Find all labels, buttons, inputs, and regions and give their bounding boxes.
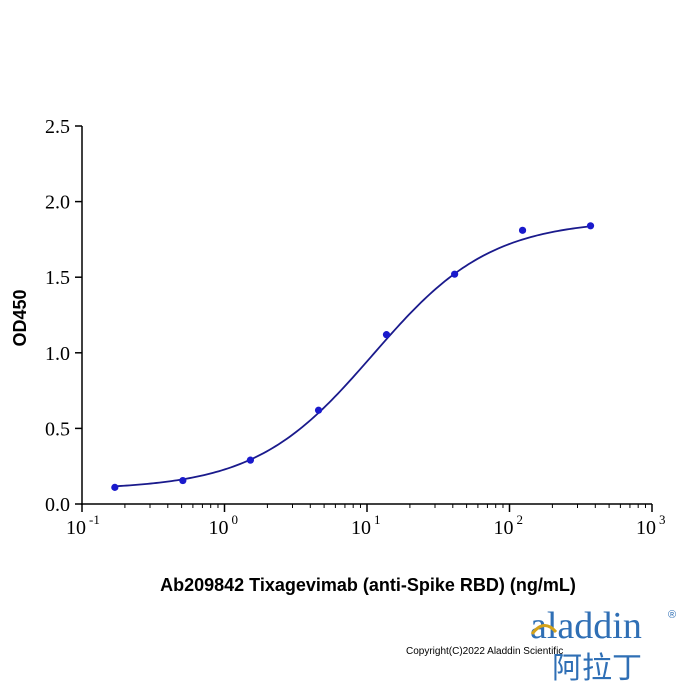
data-point bbox=[451, 270, 459, 278]
x-tick-exponent: 1 bbox=[374, 512, 381, 527]
x-tick-label: 10 bbox=[209, 517, 229, 539]
logo-registered-mark: ® bbox=[668, 609, 676, 621]
data-point bbox=[586, 222, 595, 230]
x-tick-exponent: 0 bbox=[232, 512, 239, 527]
axes: 0.00.51.01.52.02.510 -1 10 0 10 1 10 2 10 3 bbox=[45, 116, 666, 539]
fit-curve bbox=[114, 225, 591, 488]
data-point bbox=[111, 483, 119, 491]
data-point bbox=[179, 476, 187, 485]
data-point bbox=[518, 226, 527, 234]
x-tick-exponent: -1 bbox=[89, 512, 100, 527]
logo-accent-swoosh bbox=[530, 624, 558, 635]
y-tick-label: 2.0 bbox=[45, 192, 70, 214]
logo-chinese-text: 阿拉丁 bbox=[552, 651, 642, 684]
x-tick-label: 10 bbox=[636, 517, 656, 539]
fit-curve-group bbox=[114, 225, 591, 488]
y-axis-title: OD450 bbox=[10, 289, 30, 346]
y-tick-label: 0.0 bbox=[45, 494, 70, 516]
y-tick-label: 1.5 bbox=[45, 267, 70, 289]
data-point bbox=[246, 456, 255, 464]
x-tick-label: 10 bbox=[351, 517, 371, 539]
x-tick-label: 10 bbox=[66, 517, 86, 539]
y-tick-label: 2.5 bbox=[45, 116, 70, 138]
data-points bbox=[111, 222, 595, 491]
y-tick-label: 1.0 bbox=[45, 343, 70, 365]
x-tick-label: 10 bbox=[494, 517, 514, 539]
data-point bbox=[382, 331, 391, 339]
x-tick-exponent: 3 bbox=[659, 512, 666, 527]
x-tick-exponent: 2 bbox=[517, 512, 524, 527]
y-tick-label: 0.5 bbox=[45, 418, 70, 440]
x-axis-title: Ab209842 Tixagevimab (anti-Spike RBD) (n… bbox=[160, 575, 576, 595]
copyright-text: Copyright(C)2022 Aladdin Scientific bbox=[406, 646, 564, 657]
aladdin-logo: aladdin ® 阿拉丁 bbox=[530, 605, 676, 684]
data-point bbox=[314, 406, 323, 414]
